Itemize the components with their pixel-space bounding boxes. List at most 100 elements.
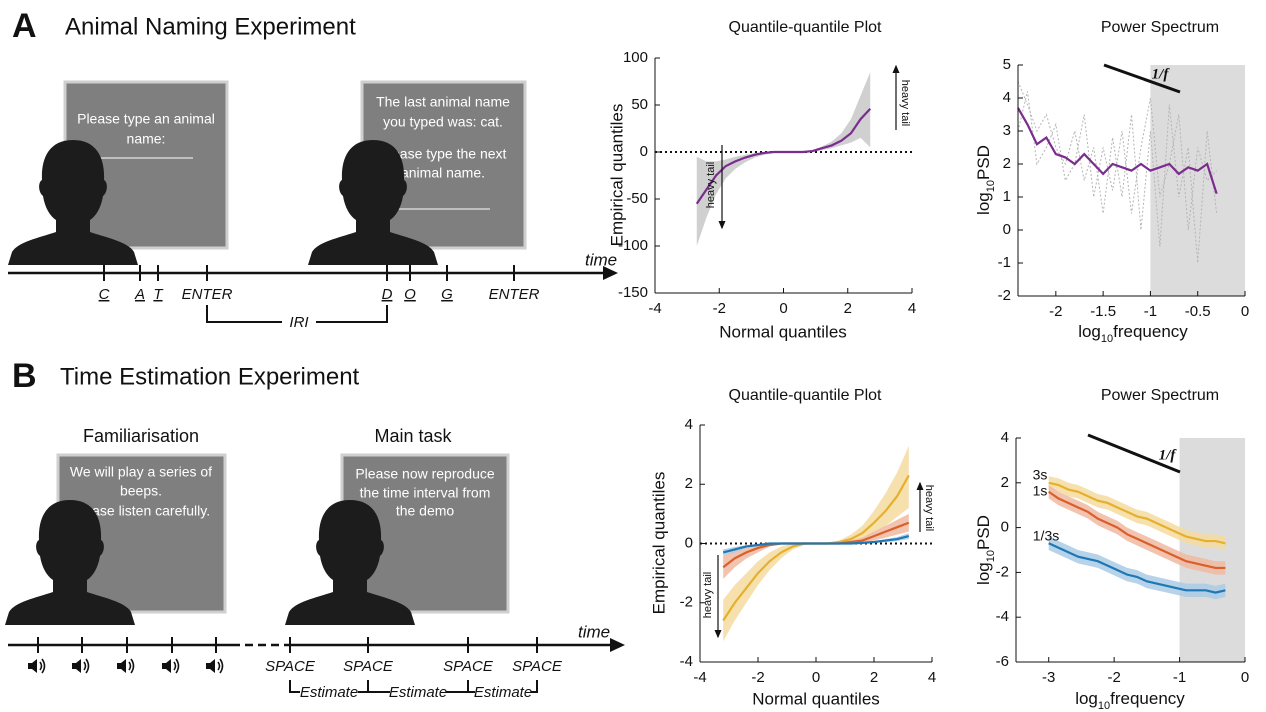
x-tick-label: -2 xyxy=(713,300,726,317)
key-label: ENTER xyxy=(182,286,233,303)
key-label: C xyxy=(99,286,110,303)
y-tick-label: -4 xyxy=(680,653,693,670)
series-line xyxy=(1048,490,1226,570)
y-axis-label-part: log xyxy=(974,562,993,585)
key-label: T xyxy=(153,286,164,303)
series-label: 1/3s xyxy=(1033,528,1059,544)
interval-label: Estimate xyxy=(474,684,532,701)
key-label: SPACE xyxy=(512,658,563,675)
y-tick-label: 2 xyxy=(685,475,693,492)
x-axis-label: log10frequency xyxy=(1075,689,1185,711)
y-tick-label: 4 xyxy=(1001,429,1009,446)
key-label: SPACE xyxy=(265,658,316,675)
screen-text: Please type an animal xyxy=(77,111,215,127)
beep-icon xyxy=(206,659,223,673)
y-axis-label-part: PSD xyxy=(974,145,993,180)
phase-label: Familiarisation xyxy=(83,426,199,446)
y-tick-label: 2 xyxy=(1001,474,1009,491)
y-tick-label: -2 xyxy=(998,287,1011,304)
y-tick-label: -6 xyxy=(996,653,1009,670)
interval-label: IRI xyxy=(289,314,308,331)
screen-text: you typed was: cat. xyxy=(383,114,503,130)
chart-title: Quantile-quantile Plot xyxy=(729,19,883,36)
slope-line xyxy=(1103,63,1181,94)
interval-label: Estimate xyxy=(300,684,358,701)
key-label: ENTER xyxy=(489,286,540,303)
y-tick-label: -100 xyxy=(618,237,648,254)
x-axis-label-part: 10 xyxy=(1098,700,1110,712)
annotation: 1/f xyxy=(1152,66,1171,82)
x-tick-label: -4 xyxy=(648,300,661,317)
beep-icon xyxy=(117,659,134,673)
x-tick-label: -2 xyxy=(751,669,764,686)
slope-line xyxy=(1087,433,1181,474)
x-tick-label: -3 xyxy=(1042,669,1055,686)
interval-label: Estimate xyxy=(389,684,447,701)
series-line xyxy=(722,535,910,554)
annotation: heavy tail xyxy=(702,572,714,618)
x-tick-label: -2 xyxy=(1049,303,1062,320)
confidence-band xyxy=(696,72,871,246)
x-tick-label: 4 xyxy=(908,300,916,317)
confidence-band xyxy=(1048,536,1226,600)
x-tick-label: 0 xyxy=(1241,669,1249,686)
y-axis-label: log10PSD xyxy=(974,145,996,215)
beep-icon xyxy=(28,659,45,673)
time-label: time xyxy=(585,250,617,269)
x-axis-label-part: log xyxy=(1075,689,1098,708)
x-axis-label: Normal quantiles xyxy=(719,322,847,341)
screen-text: The last animal name xyxy=(376,94,510,110)
x-tick-label: 0 xyxy=(779,300,787,317)
y-tick-label: 2 xyxy=(1003,155,1011,172)
series-line xyxy=(1017,91,1217,231)
y-tick-label: -2 xyxy=(996,563,1009,580)
x-axis-label-part: 10 xyxy=(1101,333,1113,345)
x-tick-label: 4 xyxy=(928,669,936,686)
panel-title: Animal Naming Experiment xyxy=(65,13,356,40)
y-tick-label: 0 xyxy=(1001,519,1009,536)
annotation: heavy tail xyxy=(923,485,935,531)
beep-icon xyxy=(72,659,89,673)
x-axis-label: log10frequency xyxy=(1078,322,1188,344)
screen-text: beeps. xyxy=(120,483,162,499)
series-line xyxy=(1017,107,1218,195)
key-label: SPACE xyxy=(343,658,394,675)
panel-label: B xyxy=(12,357,37,395)
key-label: SPACE xyxy=(443,658,494,675)
y-tick-label: 0 xyxy=(685,534,693,551)
y-tick-label: 3 xyxy=(1003,122,1011,139)
x-tick-label: -1 xyxy=(1144,303,1157,320)
screen-text: Please now reproduce xyxy=(355,466,495,482)
x-axis-label-part: frequency xyxy=(1113,322,1188,341)
series-label: 1s xyxy=(1033,483,1048,499)
y-tick-label: -2 xyxy=(680,594,693,611)
x-tick-label: 2 xyxy=(870,669,878,686)
timeline-ticks xyxy=(103,265,515,281)
series-line xyxy=(1048,481,1226,545)
timeline-arrow xyxy=(603,266,618,280)
y-tick-label: 1 xyxy=(1003,188,1011,205)
chart-title: Power Spectrum xyxy=(1101,19,1219,36)
screen-text: Please listen carefully. xyxy=(72,503,210,519)
y-axis-label: log10PSD xyxy=(974,515,996,585)
y-tick-label: -1 xyxy=(998,254,1011,271)
beep-icon xyxy=(162,659,179,673)
x-tick-label: -0.5 xyxy=(1185,303,1211,320)
confidence-band xyxy=(1048,485,1226,575)
y-tick-label: 50 xyxy=(631,96,648,113)
y-tick-label: 0 xyxy=(640,143,648,160)
chart-title: Power Spectrum xyxy=(1101,387,1219,404)
timeline-ticks xyxy=(37,637,538,653)
x-tick-label: 2 xyxy=(844,300,852,317)
timeline-arrow xyxy=(610,638,625,652)
chart-title: Quantile-quantile Plot xyxy=(729,387,883,404)
screen-text: Please type the next xyxy=(380,146,507,162)
x-axis-label-part: log xyxy=(1078,322,1101,341)
time-label: time xyxy=(578,622,610,641)
y-tick-label: 0 xyxy=(1003,221,1011,238)
x-tick-label: 0 xyxy=(812,669,820,686)
x-tick-label: -1.5 xyxy=(1090,303,1116,320)
screen-text: We will play a series of xyxy=(70,464,212,480)
annotation: heavy tail xyxy=(899,80,911,126)
